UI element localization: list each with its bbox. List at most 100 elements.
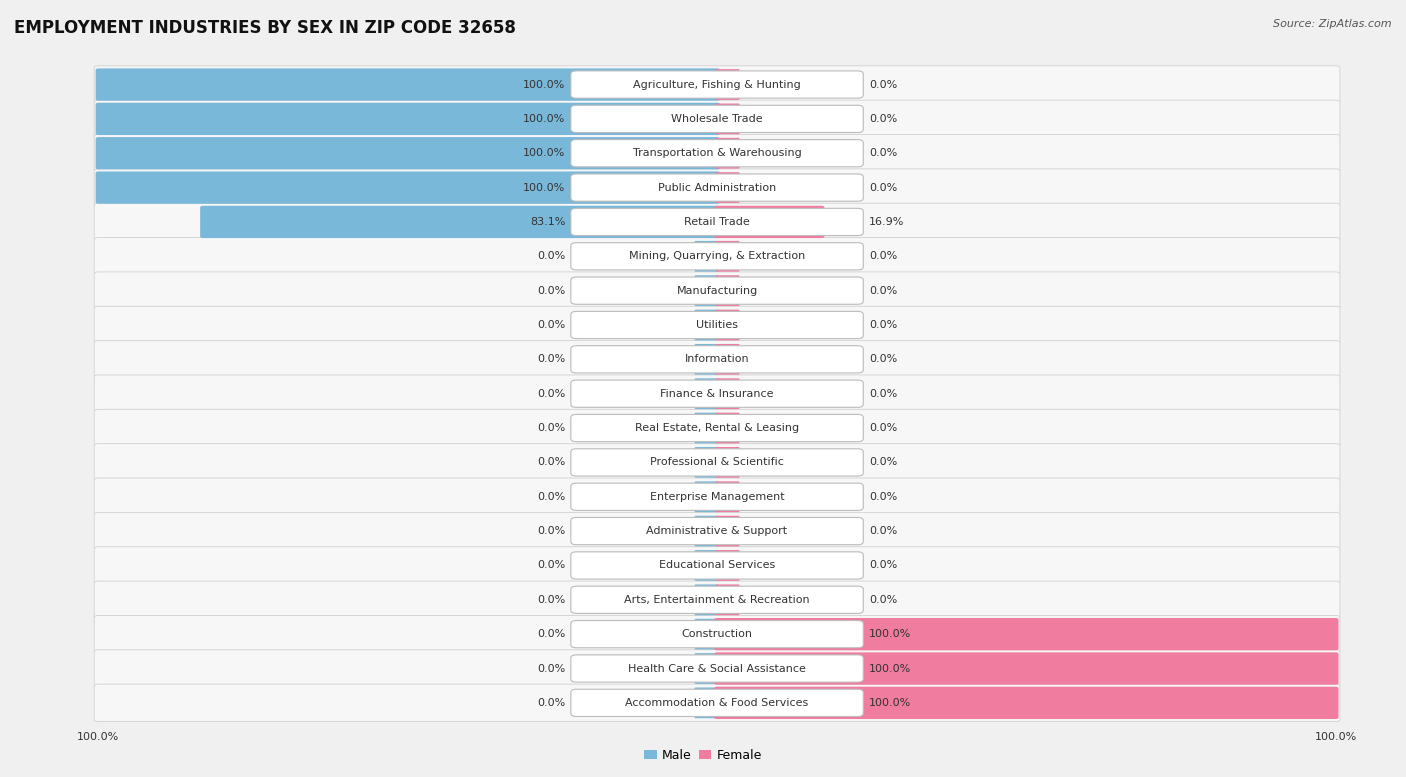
Text: Retail Trade: Retail Trade (685, 217, 749, 227)
FancyBboxPatch shape (94, 684, 1340, 722)
Text: 100.0%: 100.0% (523, 183, 565, 193)
FancyBboxPatch shape (695, 447, 718, 478)
Text: 0.0%: 0.0% (537, 629, 565, 639)
FancyBboxPatch shape (571, 449, 863, 476)
FancyBboxPatch shape (96, 172, 720, 204)
FancyBboxPatch shape (94, 169, 1340, 207)
FancyBboxPatch shape (571, 380, 863, 407)
FancyBboxPatch shape (716, 516, 740, 546)
FancyBboxPatch shape (94, 409, 1340, 447)
Text: Wholesale Trade: Wholesale Trade (671, 114, 763, 124)
FancyBboxPatch shape (716, 482, 740, 512)
Text: 0.0%: 0.0% (869, 526, 897, 536)
FancyBboxPatch shape (716, 447, 740, 478)
Text: 0.0%: 0.0% (537, 698, 565, 708)
FancyBboxPatch shape (695, 344, 718, 375)
FancyBboxPatch shape (716, 69, 740, 100)
FancyBboxPatch shape (714, 206, 824, 238)
Text: 0.0%: 0.0% (869, 114, 897, 124)
Text: 100.0%: 100.0% (523, 79, 565, 89)
FancyBboxPatch shape (571, 655, 863, 682)
Text: 0.0%: 0.0% (869, 388, 897, 399)
FancyBboxPatch shape (94, 306, 1340, 343)
Text: 0.0%: 0.0% (869, 251, 897, 261)
FancyBboxPatch shape (716, 275, 740, 306)
Text: 0.0%: 0.0% (537, 458, 565, 468)
Text: Agriculture, Fishing & Hunting: Agriculture, Fishing & Hunting (633, 79, 801, 89)
FancyBboxPatch shape (94, 66, 1340, 103)
Text: 0.0%: 0.0% (537, 595, 565, 605)
FancyBboxPatch shape (96, 137, 720, 169)
FancyBboxPatch shape (571, 346, 863, 373)
Text: Construction: Construction (682, 629, 752, 639)
Text: 0.0%: 0.0% (869, 79, 897, 89)
FancyBboxPatch shape (571, 105, 863, 133)
FancyBboxPatch shape (716, 309, 740, 340)
FancyBboxPatch shape (716, 550, 740, 581)
Text: 0.0%: 0.0% (537, 664, 565, 674)
FancyBboxPatch shape (571, 552, 863, 579)
Text: Manufacturing: Manufacturing (676, 286, 758, 295)
FancyBboxPatch shape (94, 340, 1340, 378)
Text: 100.0%: 100.0% (77, 732, 120, 742)
FancyBboxPatch shape (695, 482, 718, 512)
FancyBboxPatch shape (94, 581, 1340, 618)
FancyBboxPatch shape (714, 687, 1339, 719)
FancyBboxPatch shape (571, 208, 863, 235)
FancyBboxPatch shape (94, 547, 1340, 584)
Text: 0.0%: 0.0% (869, 354, 897, 364)
FancyBboxPatch shape (571, 517, 863, 545)
FancyBboxPatch shape (571, 71, 863, 98)
Text: 100.0%: 100.0% (523, 148, 565, 159)
FancyBboxPatch shape (695, 413, 718, 444)
Text: 83.1%: 83.1% (530, 217, 565, 227)
FancyBboxPatch shape (200, 206, 720, 238)
FancyBboxPatch shape (94, 615, 1340, 653)
Text: 0.0%: 0.0% (869, 595, 897, 605)
Text: 0.0%: 0.0% (537, 354, 565, 364)
Text: 0.0%: 0.0% (869, 423, 897, 433)
FancyBboxPatch shape (714, 653, 1339, 685)
Text: 0.0%: 0.0% (869, 183, 897, 193)
Text: Accommodation & Food Services: Accommodation & Food Services (626, 698, 808, 708)
FancyBboxPatch shape (571, 312, 863, 339)
FancyBboxPatch shape (695, 653, 718, 684)
FancyBboxPatch shape (695, 550, 718, 581)
Text: Finance & Insurance: Finance & Insurance (661, 388, 773, 399)
Text: 100.0%: 100.0% (869, 629, 911, 639)
FancyBboxPatch shape (716, 584, 740, 615)
Text: 0.0%: 0.0% (869, 320, 897, 330)
Text: 0.0%: 0.0% (537, 286, 565, 295)
FancyBboxPatch shape (716, 138, 740, 169)
FancyBboxPatch shape (695, 688, 718, 718)
Text: Information: Information (685, 354, 749, 364)
Legend: Male, Female: Male, Female (640, 744, 766, 767)
Text: 0.0%: 0.0% (869, 492, 897, 502)
FancyBboxPatch shape (94, 375, 1340, 413)
Text: 0.0%: 0.0% (869, 286, 897, 295)
FancyBboxPatch shape (716, 103, 740, 134)
FancyBboxPatch shape (94, 512, 1340, 550)
FancyBboxPatch shape (571, 689, 863, 716)
FancyBboxPatch shape (94, 100, 1340, 138)
FancyBboxPatch shape (571, 174, 863, 201)
FancyBboxPatch shape (695, 516, 718, 546)
FancyBboxPatch shape (695, 584, 718, 615)
Text: 0.0%: 0.0% (537, 320, 565, 330)
Text: EMPLOYMENT INDUSTRIES BY SEX IN ZIP CODE 32658: EMPLOYMENT INDUSTRIES BY SEX IN ZIP CODE… (14, 19, 516, 37)
FancyBboxPatch shape (571, 621, 863, 648)
FancyBboxPatch shape (716, 172, 740, 203)
FancyBboxPatch shape (94, 134, 1340, 172)
Text: 0.0%: 0.0% (869, 148, 897, 159)
Text: Health Care & Social Assistance: Health Care & Social Assistance (628, 664, 806, 674)
FancyBboxPatch shape (94, 238, 1340, 275)
Text: 16.9%: 16.9% (869, 217, 904, 227)
FancyBboxPatch shape (716, 344, 740, 375)
FancyBboxPatch shape (571, 586, 863, 613)
FancyBboxPatch shape (94, 444, 1340, 481)
FancyBboxPatch shape (716, 413, 740, 444)
FancyBboxPatch shape (695, 309, 718, 340)
FancyBboxPatch shape (571, 140, 863, 167)
FancyBboxPatch shape (695, 241, 718, 272)
Text: 100.0%: 100.0% (869, 664, 911, 674)
